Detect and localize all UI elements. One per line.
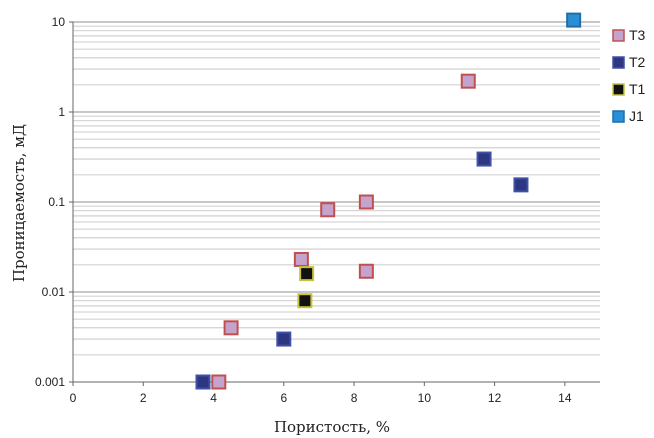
x-tick-label: 6 xyxy=(280,391,287,405)
x-tick-label: 0 xyxy=(70,391,77,405)
legend-label: J1 xyxy=(629,108,644,124)
data-point xyxy=(195,374,211,390)
y-axis-title: Проницаемость, мД xyxy=(10,124,28,282)
data-point xyxy=(297,293,313,309)
y-tick-label: 0.001 xyxy=(35,375,65,389)
data-point xyxy=(276,331,292,347)
legend: T3 T2 T1 J1 xyxy=(612,27,646,124)
x-axis-title: Пористость, % xyxy=(274,418,390,436)
legend-label: T3 xyxy=(629,27,646,43)
data-point xyxy=(460,73,476,89)
legend-label: T2 xyxy=(629,54,646,70)
legend-swatch xyxy=(612,29,625,42)
grid-lines xyxy=(73,21,600,383)
data-point xyxy=(223,320,239,336)
y-tick-label: 10 xyxy=(52,15,66,29)
x-tick-label: 4 xyxy=(210,391,217,405)
x-tick-label: 8 xyxy=(351,391,358,405)
legend-swatch xyxy=(612,83,625,96)
x-tick-label: 14 xyxy=(558,391,572,405)
data-point xyxy=(299,266,315,282)
y-tick-label: 0.1 xyxy=(48,195,65,209)
data-point xyxy=(566,12,582,28)
x-tick-label: 12 xyxy=(488,391,502,405)
legend-swatch xyxy=(612,110,625,123)
legend-swatch xyxy=(612,56,625,69)
axes xyxy=(69,21,600,386)
data-points xyxy=(195,12,582,390)
legend-label: T1 xyxy=(629,81,646,97)
data-point xyxy=(476,151,492,167)
y-tick-label: 0.01 xyxy=(42,285,66,299)
data-point xyxy=(293,251,309,267)
x-tick-label: 2 xyxy=(140,391,147,405)
data-point xyxy=(320,202,336,218)
data-point xyxy=(513,177,529,193)
data-point xyxy=(358,263,374,279)
data-point xyxy=(211,374,227,390)
x-tick-label: 10 xyxy=(418,391,432,405)
data-point xyxy=(358,194,374,210)
tick-labels: 0 2 4 6 8 10 12 14 0.001 0.01 0.1 1 10 xyxy=(35,15,572,405)
y-tick-label: 1 xyxy=(58,105,65,119)
